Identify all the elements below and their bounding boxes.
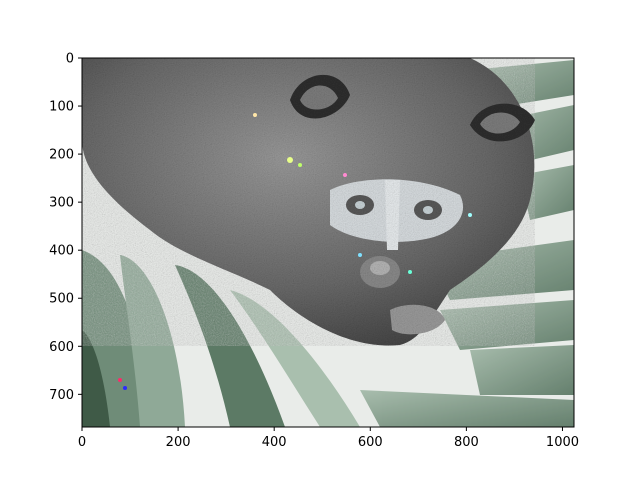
y-tick-label: 200 xyxy=(49,148,74,163)
y-tick-label: 400 xyxy=(49,244,74,259)
x-tick-label: 400 xyxy=(262,435,287,450)
x-tick-label: 0 xyxy=(78,435,86,450)
y-tick-label: 600 xyxy=(49,340,74,355)
x-tick-label: 200 xyxy=(166,435,191,450)
x-axis-ticks: 0 200 400 600 800 1000 xyxy=(78,427,579,450)
y-axis-ticks: 0 100 200 300 400 500 600 700 xyxy=(49,52,82,403)
x-tick-label: 600 xyxy=(358,435,383,450)
raccoon-paw xyxy=(390,304,445,335)
y-tick-label: 500 xyxy=(49,292,74,307)
y-tick-label: 700 xyxy=(49,388,74,403)
y-tick-label: 100 xyxy=(49,100,74,115)
color-speckles xyxy=(118,113,472,390)
raccoon-body xyxy=(82,58,535,346)
x-tick-label: 1000 xyxy=(546,435,579,450)
raccoon-image xyxy=(82,58,574,427)
y-tick-label: 0 xyxy=(66,52,74,67)
axes-frame xyxy=(81,57,575,428)
y-tick-label: 300 xyxy=(49,196,74,211)
palm-fronds-left xyxy=(82,250,360,427)
x-tick-label: 800 xyxy=(454,435,479,450)
